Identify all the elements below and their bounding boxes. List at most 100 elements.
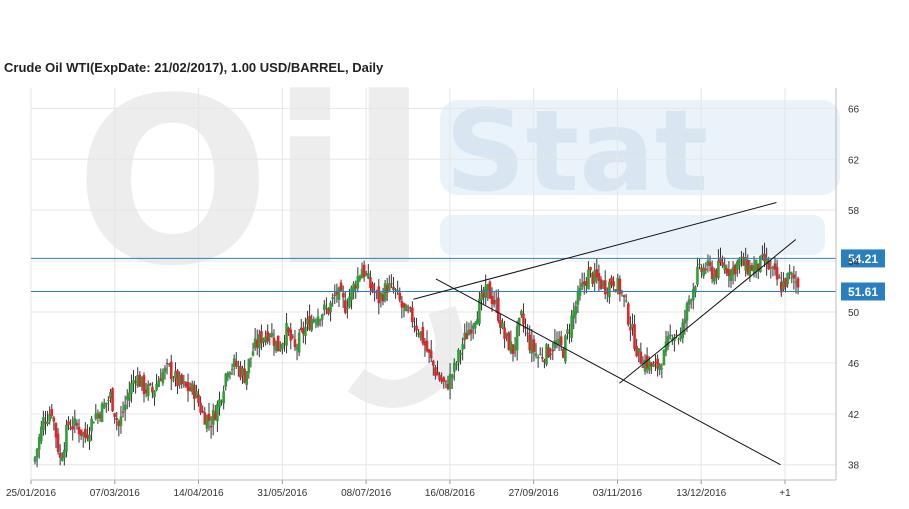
candle-down [446,383,450,390]
candle-up [717,260,720,279]
candle-up [228,372,232,375]
candle-up [346,307,349,310]
candle-down [622,295,626,298]
candle-down [727,269,731,277]
candle-up [322,304,326,310]
candle-down [52,417,56,422]
x-tick-label: +1 [779,488,791,499]
candle-up [740,256,743,258]
candle-down [641,366,645,369]
candle-up [107,400,110,402]
candle-up [358,275,362,280]
candle-up [689,300,693,302]
candle-down [432,360,435,366]
candle-up [37,437,41,450]
candle-up [538,353,542,355]
candle-up [270,332,274,337]
candle-up [251,351,255,356]
candle-down [293,339,297,348]
candle-up [100,403,104,423]
candle-up [679,334,682,339]
candle-up [631,323,634,328]
candle-up [281,343,284,349]
candle-down [406,309,410,311]
candle-up [119,416,123,427]
candle-up [211,410,215,425]
candle-down [343,300,347,313]
candle-up [318,319,322,321]
candle-up [459,352,462,355]
candle-down [121,411,125,413]
candle-up [316,316,320,326]
candle-down [98,414,102,419]
candle-up [247,358,251,373]
candle-down [524,327,527,329]
candle-up [153,390,156,398]
candle-up [536,356,540,359]
candle-down [209,425,213,428]
candle-down [213,412,217,420]
candle-up [245,371,249,385]
candle-down [197,394,200,404]
trend-line [619,239,797,384]
candle-down [148,383,152,385]
candle-up [360,269,364,279]
candle-up [702,267,706,276]
price-level-value: 54.21 [848,252,878,266]
candle-down [522,313,525,325]
candle-down [763,253,766,262]
candle-down [75,423,79,426]
candle-up [104,402,108,405]
candle-down [756,263,760,271]
candle-up [570,315,573,338]
candle-up [226,372,230,378]
candle-up [218,399,221,408]
candle-down [635,346,638,357]
candle-up [264,336,267,343]
candle-up [241,368,244,376]
candle-up [698,263,701,266]
candle-up [664,341,668,352]
candle-down [589,267,592,271]
candle-down [465,332,469,340]
candle-up [88,435,91,442]
candle-down [339,282,343,291]
candle-up [285,323,288,346]
candle-up [33,457,37,462]
candle-up [136,375,140,386]
candle-down [415,325,418,331]
candle-down [547,347,550,358]
candle-down [784,278,787,288]
candle-up [352,283,355,293]
candle-up [530,339,534,354]
candle-up [90,418,93,432]
candle-up [738,258,741,266]
candle-up [771,267,775,269]
candle-up [205,415,209,429]
candle-up [274,340,278,351]
y-tick-label: 50 [848,308,860,319]
candle-down [291,336,295,338]
candle-up [42,417,45,431]
candle-down [585,281,588,287]
candle-up [790,272,794,275]
candle-up [182,380,186,382]
candle-up [624,300,628,302]
candle-down [260,331,263,344]
candle-up [463,332,467,341]
candle-down [243,368,246,383]
candle-up [748,265,752,277]
candle-up [331,297,334,300]
candle-up [696,266,699,285]
candle-up [517,317,521,327]
candle-up [39,426,43,442]
candle-up [125,396,129,400]
candle-down [792,274,796,279]
candle-up [759,255,762,272]
candle-up [658,364,662,371]
candle-up [394,289,397,291]
candle-up [731,267,735,276]
candle-down [79,429,83,436]
candle-up [601,281,605,286]
